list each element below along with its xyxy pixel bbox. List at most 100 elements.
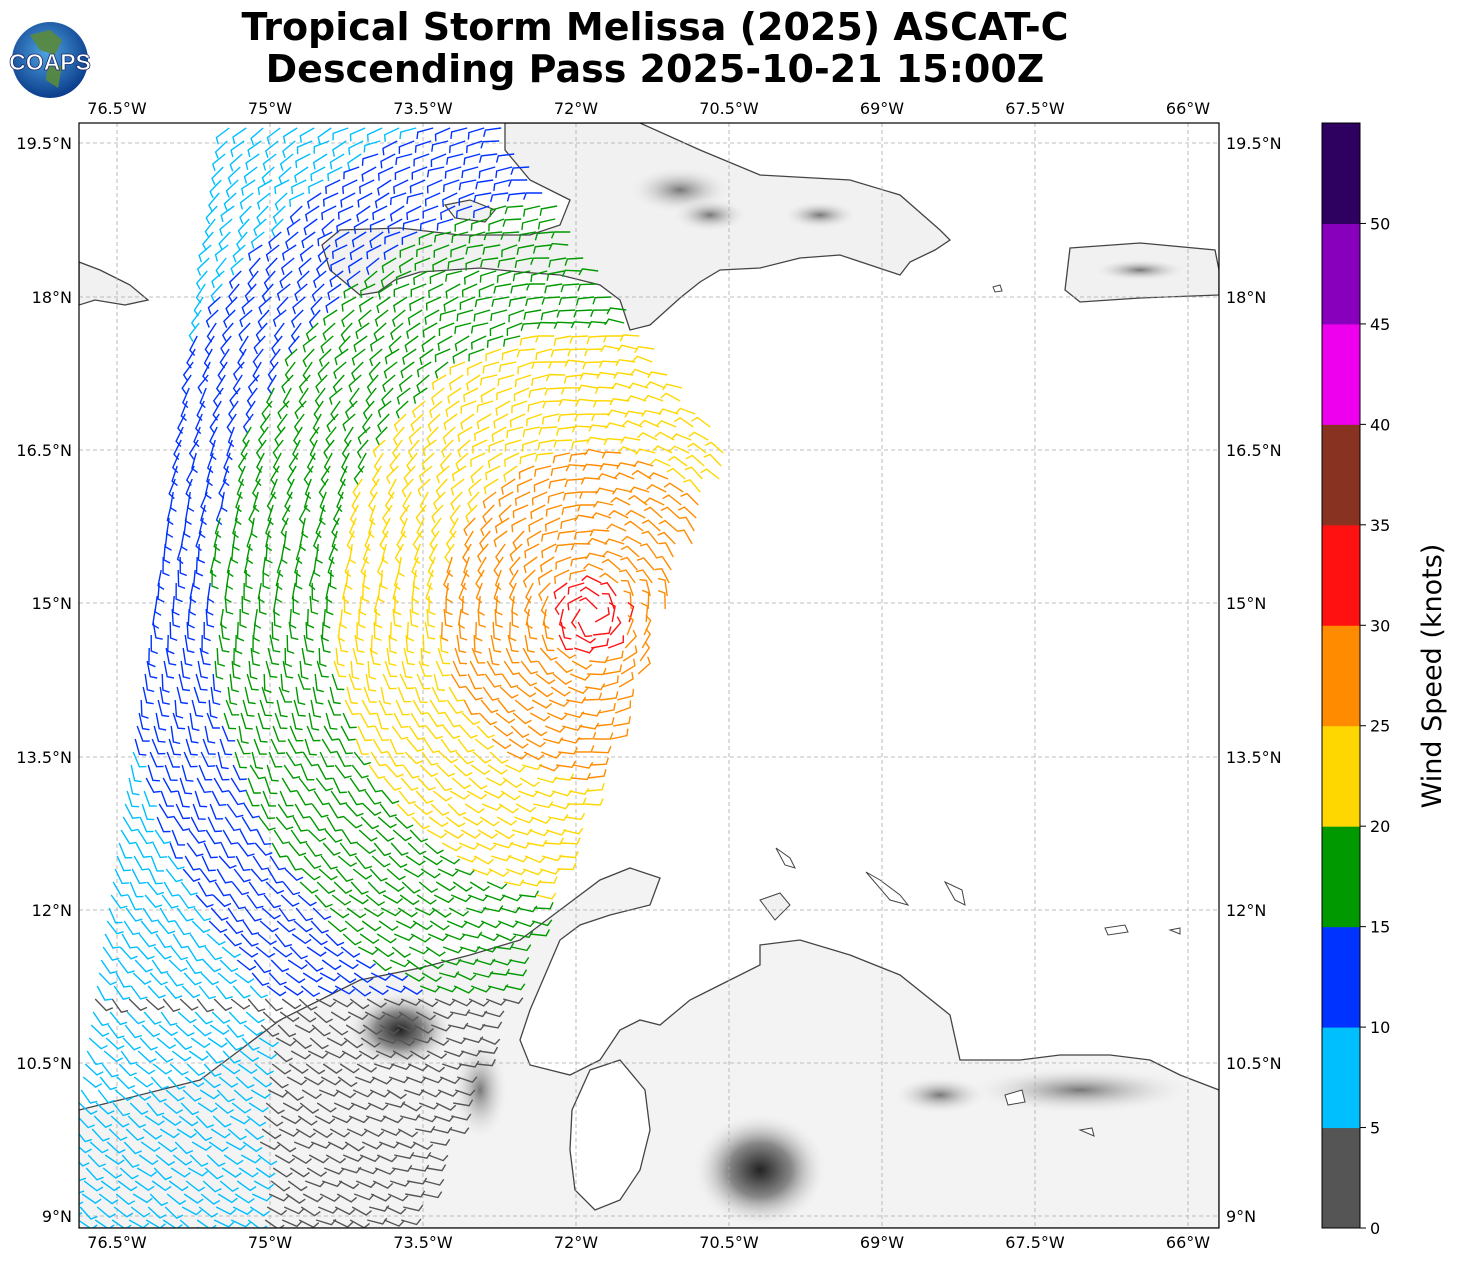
wind-barb bbox=[310, 699, 322, 718]
wind-barb bbox=[133, 1076, 154, 1088]
lat-tick: 13.5°N bbox=[16, 748, 72, 767]
wind-barb bbox=[386, 465, 399, 484]
wind-barb bbox=[117, 1180, 138, 1192]
wind-barb bbox=[127, 894, 143, 911]
wind-barb bbox=[216, 868, 233, 884]
wind-barb bbox=[208, 1141, 229, 1152]
wind-barb bbox=[307, 1050, 329, 1059]
wind-barb bbox=[377, 400, 392, 418]
wind-barb bbox=[620, 579, 634, 597]
wind-barb bbox=[512, 504, 529, 519]
wind-barb bbox=[159, 686, 170, 705]
wind-barb bbox=[247, 998, 266, 1013]
wind-barb bbox=[382, 504, 393, 525]
wind-barb bbox=[271, 621, 280, 642]
wind-barb bbox=[639, 543, 657, 558]
wind-barb bbox=[397, 907, 418, 918]
wind-barb bbox=[522, 868, 544, 876]
wind-barb bbox=[643, 614, 652, 636]
wind-barb bbox=[255, 439, 267, 460]
wind-barb bbox=[219, 738, 233, 756]
wind-barb bbox=[613, 716, 631, 727]
wind-barb bbox=[253, 335, 266, 355]
wind-barb bbox=[521, 218, 539, 231]
lat-tick: 18°N bbox=[32, 288, 72, 307]
wind-barb bbox=[421, 751, 439, 766]
wind-barb bbox=[548, 813, 569, 821]
wind-barb bbox=[181, 764, 194, 782]
wind-barb bbox=[293, 699, 306, 717]
wind-barb bbox=[530, 816, 552, 825]
wind-barb bbox=[449, 790, 471, 800]
wind-barb bbox=[531, 361, 551, 370]
wind-barb bbox=[407, 309, 423, 326]
wind-barb bbox=[496, 387, 513, 401]
wind-barb bbox=[485, 777, 507, 787]
wind-barb bbox=[246, 530, 254, 552]
wind-barb bbox=[608, 602, 616, 623]
wind-barb bbox=[176, 686, 188, 705]
wind-barb bbox=[554, 543, 574, 553]
wind-barb bbox=[361, 1141, 383, 1150]
wind-barb bbox=[360, 283, 376, 298]
wind-barb bbox=[604, 318, 625, 326]
wind-barb bbox=[231, 1102, 252, 1114]
wind-barb bbox=[668, 455, 688, 467]
wind-barb bbox=[149, 751, 164, 768]
wind-barb bbox=[422, 439, 437, 457]
wind-barb bbox=[329, 153, 345, 170]
wind-barb bbox=[219, 1180, 239, 1193]
wind-barb bbox=[189, 1154, 209, 1167]
wind-barb bbox=[498, 504, 512, 523]
wind-barb bbox=[471, 868, 493, 876]
wind-barb bbox=[550, 465, 569, 477]
wind-barb bbox=[199, 868, 217, 883]
wind-barb bbox=[169, 842, 183, 859]
wind-barb bbox=[557, 530, 576, 540]
wind-barb bbox=[323, 439, 335, 459]
coaps-logo: COAPS bbox=[9, 22, 91, 98]
wind-barb bbox=[389, 205, 405, 222]
wind-barb bbox=[248, 257, 261, 277]
wind-barb bbox=[269, 1076, 289, 1089]
wind-barb bbox=[342, 179, 358, 194]
wind-barb bbox=[498, 491, 514, 507]
wind-barb bbox=[332, 140, 347, 157]
wind-barb bbox=[685, 454, 705, 467]
wind-barb bbox=[191, 452, 198, 474]
wind-barb bbox=[361, 699, 377, 715]
wind-barb bbox=[298, 257, 312, 276]
wind-barb bbox=[490, 854, 512, 862]
wind-barb bbox=[566, 696, 587, 704]
wind-barb bbox=[327, 556, 335, 578]
wind-barb bbox=[275, 569, 283, 591]
wind-barb bbox=[503, 335, 521, 347]
wind-barb bbox=[241, 816, 258, 832]
wind-barb bbox=[277, 803, 295, 819]
wind-barb bbox=[151, 959, 169, 974]
wind-barb bbox=[322, 842, 341, 856]
wind-barb bbox=[356, 621, 364, 642]
wind-barb bbox=[496, 816, 518, 826]
wind-barb bbox=[212, 1115, 232, 1128]
wind-barb bbox=[209, 179, 222, 199]
wind-barb bbox=[299, 1102, 320, 1114]
wind-barb bbox=[341, 439, 352, 460]
wind-barb bbox=[142, 907, 159, 923]
wind-barb bbox=[388, 1076, 410, 1084]
wind-barb bbox=[289, 1167, 310, 1178]
wind-barb bbox=[193, 296, 204, 317]
wind-barb bbox=[232, 127, 247, 144]
wind-barb bbox=[321, 738, 338, 754]
wind-barb bbox=[393, 296, 408, 313]
wind-barb bbox=[273, 322, 285, 343]
wind-barb bbox=[506, 192, 526, 202]
wind-barb bbox=[301, 231, 316, 249]
wind-barb bbox=[509, 621, 517, 642]
wind-barb bbox=[497, 374, 515, 387]
wind-barb bbox=[368, 491, 378, 512]
wind-barb bbox=[315, 998, 337, 1008]
wind-barb bbox=[474, 738, 495, 750]
wind-barb bbox=[156, 816, 171, 833]
wind-barb bbox=[503, 465, 518, 482]
